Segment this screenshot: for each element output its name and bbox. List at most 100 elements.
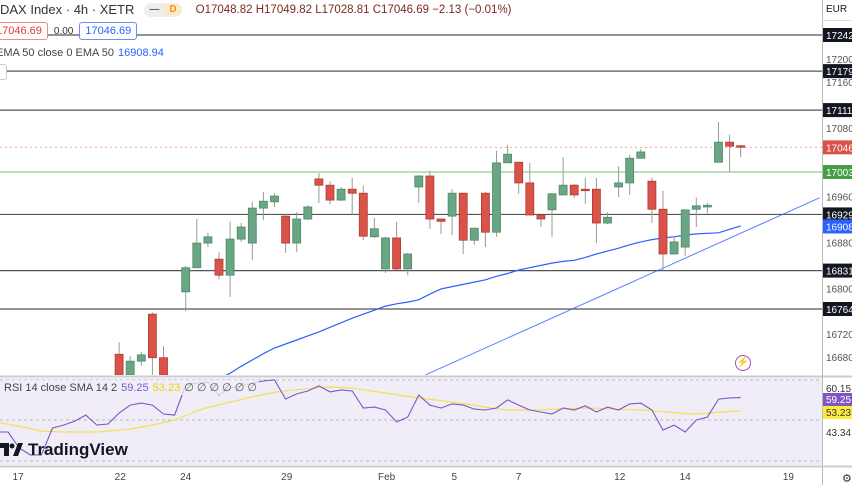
candle bbox=[603, 212, 612, 225]
candle-body-up bbox=[558, 184, 568, 196]
trade-buttons: 17046.69 0.00 17046.69 bbox=[0, 22, 138, 40]
candle-body-down bbox=[592, 188, 601, 224]
candle bbox=[403, 252, 413, 276]
collapse-legend-button[interactable] bbox=[0, 64, 7, 80]
candle-body-up bbox=[303, 206, 313, 220]
level-price-tag-bg bbox=[823, 103, 852, 118]
symbol-title[interactable]: DAX Index · 4h · XETR bbox=[0, 2, 135, 17]
candle bbox=[181, 266, 191, 312]
candle bbox=[514, 161, 524, 194]
candle bbox=[159, 346, 168, 375]
candle-body-down bbox=[436, 218, 446, 222]
candle bbox=[625, 154, 635, 195]
currency-label[interactable]: EUR bbox=[826, 4, 848, 15]
candle bbox=[147, 312, 157, 375]
candle-body-up bbox=[203, 236, 213, 244]
ema-legend[interactable]: EMA 50 close 0 EMA 50 16908.94 bbox=[0, 47, 164, 59]
time-tick-label: 5 bbox=[452, 472, 458, 483]
ema50-line bbox=[225, 225, 741, 375]
candle bbox=[647, 177, 657, 224]
candle bbox=[192, 219, 202, 269]
candle-body-up bbox=[447, 192, 457, 217]
candle bbox=[458, 192, 468, 254]
rsi-axis-label: 60.15 bbox=[826, 384, 851, 395]
ema-legend-label: EMA 50 close 0 EMA 50 bbox=[0, 47, 115, 59]
candle bbox=[580, 177, 590, 205]
tradingview-logo[interactable]: TradingView bbox=[0, 440, 128, 460]
level-price-tag-bg bbox=[823, 28, 852, 42]
market-status-pill[interactable]: — D bbox=[144, 2, 182, 17]
candle-body-up bbox=[125, 360, 135, 375]
candle bbox=[303, 205, 313, 221]
candle-body-down bbox=[314, 178, 324, 186]
candle-body-up bbox=[503, 153, 513, 164]
rsi-value-tag: 59.25 bbox=[826, 395, 851, 406]
rsi-legend-value: 59.25 bbox=[121, 382, 149, 394]
trendline bbox=[425, 197, 820, 375]
settings-gear-icon[interactable]: ⚙ bbox=[842, 473, 852, 485]
candle-body-up bbox=[181, 267, 191, 293]
rsi-legend[interactable]: RSI 14 close SMA 14 2 59.25 53.23 ∅ ∅ ∅ ∅ ∅… bbox=[2, 380, 259, 395]
tradingview-logo-icon bbox=[0, 443, 23, 456]
candle-body-up bbox=[225, 238, 235, 276]
support-price-tag: 17003 bbox=[826, 168, 852, 179]
candle-body-down bbox=[159, 357, 168, 375]
candle bbox=[691, 197, 701, 228]
candle bbox=[369, 217, 379, 238]
level-price-tag-bg bbox=[823, 207, 852, 222]
time-tick-label: Feb bbox=[378, 472, 396, 483]
candle bbox=[247, 201, 257, 261]
sell-button[interactable]: 17046.69 bbox=[0, 22, 48, 40]
candle-body-down bbox=[358, 192, 368, 237]
candle bbox=[436, 218, 446, 234]
candle-body-up bbox=[381, 237, 390, 270]
candle bbox=[703, 202, 712, 214]
price-tick-label: 16800 bbox=[826, 284, 852, 295]
candle-body-up bbox=[270, 195, 279, 203]
candle-body-up bbox=[292, 218, 302, 244]
candle-body-up bbox=[636, 151, 646, 159]
level-price-tag: 16764 bbox=[826, 305, 852, 316]
price-tick-label: 16680 bbox=[826, 353, 852, 364]
candle bbox=[314, 173, 324, 203]
ohlc-readout: O17048.82 H17049.82 L17028.81 C17046.69 … bbox=[195, 3, 512, 16]
time-tick-label: 22 bbox=[115, 472, 127, 483]
time-tick-label: 24 bbox=[180, 472, 192, 483]
candle-body-down bbox=[514, 161, 524, 184]
level-price-tag: 16831 bbox=[826, 267, 852, 278]
candle bbox=[236, 223, 246, 242]
candle bbox=[270, 193, 279, 207]
price-tick-label: 16960 bbox=[826, 193, 852, 204]
candle bbox=[492, 150, 501, 237]
candle bbox=[358, 185, 368, 241]
candle-body-down bbox=[458, 192, 468, 241]
price-tick-label: 17200 bbox=[826, 55, 852, 66]
delayed-badge: D bbox=[164, 4, 182, 15]
candle bbox=[569, 184, 579, 198]
candle bbox=[292, 212, 302, 253]
rsi-line bbox=[0, 379, 741, 456]
candle-body-up bbox=[247, 207, 257, 244]
level-price-tag: 17111 bbox=[826, 106, 852, 117]
candle bbox=[203, 232, 213, 248]
level-price-tag-bg bbox=[823, 302, 852, 317]
candle bbox=[725, 134, 734, 173]
current-price-tag-bg bbox=[823, 140, 852, 155]
candle-body-up bbox=[369, 228, 379, 238]
buy-button[interactable]: 17046.69 bbox=[79, 22, 138, 40]
level-price-tag: 17242 bbox=[826, 31, 852, 42]
chart-header: DAX Index · 4h · XETR — D O17048.82 H1704… bbox=[0, 2, 512, 17]
rsi-sma-tag: 53.23 bbox=[826, 408, 851, 419]
candle-body-up bbox=[258, 200, 268, 209]
candle-body-down bbox=[214, 258, 224, 276]
main-pane bbox=[0, 34, 822, 375]
candle bbox=[214, 252, 224, 280]
candle bbox=[525, 162, 535, 216]
candle-body-down bbox=[536, 214, 546, 220]
lightning-icon[interactable]: ⚡ bbox=[735, 355, 751, 371]
candle-body-up bbox=[614, 182, 623, 188]
time-tick-label: 29 bbox=[281, 472, 293, 483]
time-tick-label: 19 bbox=[783, 472, 795, 483]
time-tick-label: 7 bbox=[516, 472, 522, 483]
